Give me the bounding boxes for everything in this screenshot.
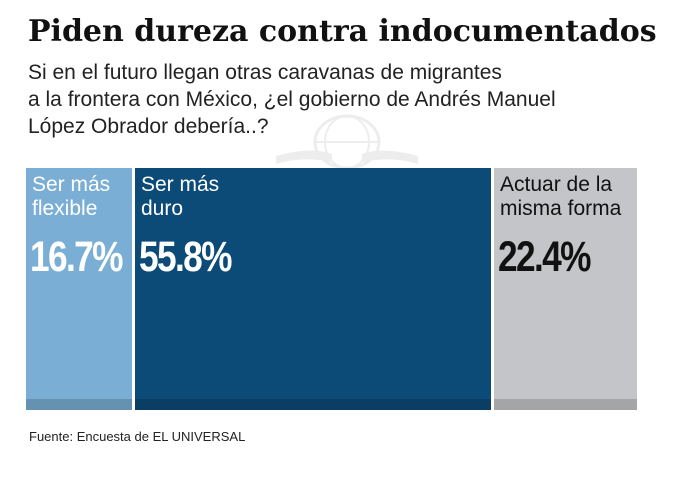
segment-label: Actuar de la misma forma — [500, 173, 621, 221]
segment-base-band — [26, 399, 132, 410]
segment-base-band — [494, 399, 637, 410]
segment-label-line: Ser más — [32, 173, 111, 196]
segment-label-line: Ser más — [141, 173, 220, 196]
segment-label-line: Actuar de la — [500, 173, 613, 196]
source-note: Fuente: Encuesta de EL UNIVERSAL — [29, 429, 246, 444]
chart-subtitle: Si en el futuro llegan otras caravanas d… — [28, 59, 628, 140]
bar-segment: Ser más flexible 16.7% — [26, 168, 132, 410]
stacked-percentage-bar: Ser más flexible 16.7% Ser más duro 55.8% Actu… — [26, 168, 637, 410]
segment-label: Ser más duro — [141, 173, 219, 221]
subtitle-line: Si en el futuro llegan otras caravanas d… — [28, 61, 502, 84]
subtitle-line: López Obrador debería..? — [28, 115, 269, 138]
watermark-logo — [276, 114, 418, 170]
segment-label-line: duro — [141, 197, 184, 220]
segment-value: 55.8% — [139, 233, 232, 281]
segment-value: 16.7% — [30, 233, 123, 281]
bar-segment: Actuar de la misma forma 22.4% — [494, 168, 637, 410]
segment-base-band — [135, 399, 491, 410]
chart-title: Piden dureza contra indocumentados — [28, 14, 657, 49]
segment-label-line: flexible — [32, 197, 98, 220]
bar-segment: Ser más duro 55.8% — [135, 168, 491, 410]
segment-label: Ser más flexible — [32, 173, 110, 221]
segment-value: 22.4% — [498, 233, 591, 281]
segment-label-line: misma forma — [500, 197, 622, 220]
subtitle-line: a la frontera con México, ¿el gobierno d… — [28, 88, 556, 111]
